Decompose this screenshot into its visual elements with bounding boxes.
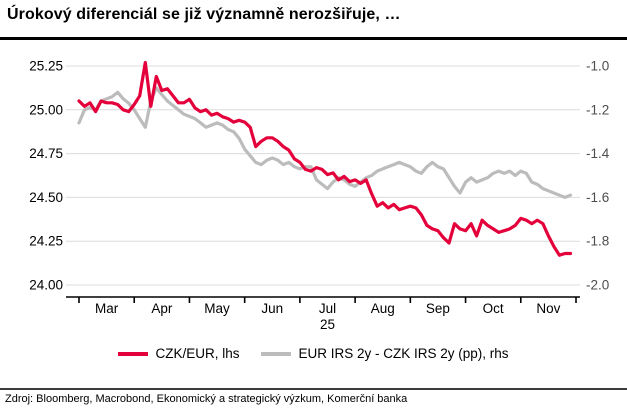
legend-label-irs-spread: EUR IRS 2y - CZK IRS 2y (pp), rhs — [298, 346, 509, 361]
title-divider-line — [0, 37, 627, 40]
series-line-irs-spread — [77, 86, 573, 199]
legend-item-czk-eur: CZK/EUR, lhs — [118, 346, 239, 361]
x-axis-year-label: 25 — [320, 317, 335, 332]
source-note: Zdroj: Bloomberg, Macrobond, Ekonomický … — [5, 393, 408, 405]
x-axis-month-label: Apr — [151, 301, 173, 316]
right-axis-tick-label: -1.8 — [586, 234, 609, 249]
x-axis-month-label: Aug — [371, 301, 395, 316]
legend-label-czk-eur: CZK/EUR, lhs — [155, 346, 240, 361]
legend-item-irs-spread: EUR IRS 2y - CZK IRS 2y (pp), rhs — [261, 346, 509, 361]
x-axis-month-label: Mar — [95, 301, 119, 316]
right-axis-tick-label: -1.0 — [586, 59, 609, 74]
right-axis-tick-label: -1.6 — [586, 190, 609, 205]
legend-swatch-red-line — [118, 351, 149, 356]
x-axis-month-label: Jul — [319, 301, 336, 316]
left-axis-tick-label: 25.25 — [29, 59, 63, 74]
legend-swatch-gray-line — [261, 351, 292, 356]
x-axis-month-label: Sep — [426, 301, 450, 316]
x-axis-month-label: May — [204, 301, 230, 316]
right-axis-tick-label: -1.2 — [586, 102, 609, 117]
left-axis-tick-label: 24.25 — [29, 234, 63, 249]
chart-legend: CZK/EUR, lhs EUR IRS 2y - CZK IRS 2y (pp… — [0, 346, 627, 361]
left-axis-tick-label: 24.75 — [29, 146, 63, 161]
left-axis-tick-label: 24.00 — [29, 278, 63, 293]
series-line-czk-eur — [77, 60, 573, 257]
footer-divider-line — [0, 388, 627, 390]
x-axis-month-label: Jun — [261, 301, 283, 316]
right-axis-tick-label: -1.4 — [586, 146, 610, 161]
left-axis-tick-label: 24.50 — [29, 190, 63, 205]
x-axis-month-label: Nov — [536, 301, 560, 316]
x-axis-month-label: Oct — [483, 301, 504, 316]
right-axis-tick-label: -2.0 — [586, 278, 609, 293]
chart-title: Úrokový diferenciál se již významně nero… — [7, 6, 401, 23]
left-axis-tick-label: 25.00 — [29, 102, 63, 117]
